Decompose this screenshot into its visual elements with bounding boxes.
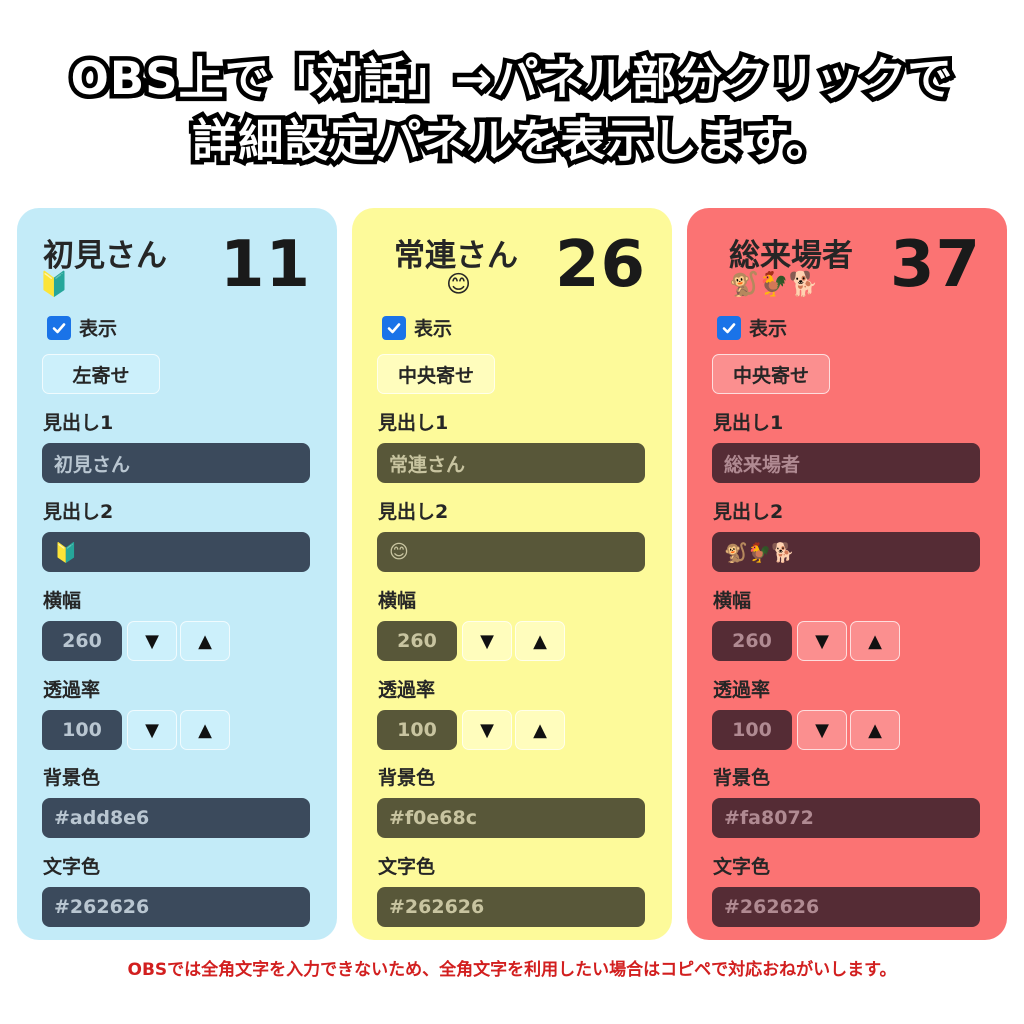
heading1-input[interactable]: 常連さん [377, 443, 645, 483]
width-label: 横幅 [378, 590, 417, 612]
width-increase-button[interactable]: ▲ [850, 621, 900, 661]
show-label: 表示 [414, 318, 453, 340]
opacity-label: 透過率 [43, 679, 101, 701]
text-color-input[interactable]: #262626 [42, 887, 310, 927]
instruction-title-line1: OBS上で「対話」→パネル部分クリックで [66, 48, 957, 110]
show-checkbox[interactable] [382, 315, 406, 340]
panel-title: 総来場者 [729, 238, 853, 274]
align-button[interactable]: 左寄せ [42, 354, 160, 394]
opacity-input[interactable]: 100 [712, 710, 792, 750]
bg-color-label: 背景色 [43, 767, 101, 789]
heading2-label: 見出し2 [713, 501, 784, 523]
opacity-increase-button[interactable]: ▲ [515, 710, 565, 750]
opacity-increase-button[interactable]: ▲ [180, 710, 230, 750]
width-decrease-button[interactable]: ▼ [797, 621, 847, 661]
align-button[interactable]: 中央寄せ [377, 354, 495, 394]
show-label: 表示 [79, 318, 118, 340]
align-button[interactable]: 中央寄せ [712, 354, 830, 394]
heading2-input[interactable]: 😊 [377, 532, 645, 572]
text-color-label: 文字色 [713, 856, 771, 878]
bg-color-label: 背景色 [378, 767, 436, 789]
text-color-label: 文字色 [43, 856, 101, 878]
smiley-icon: 😊 [446, 270, 472, 298]
instruction-title-line2: 詳細設定パネルを表示します。 [188, 110, 836, 172]
fullwidth-input-notice: OBSでは全角文字を入力できないため、全角文字を利用したい場合はコピペで対応おね… [127, 960, 897, 980]
panel-title: 常連さん [394, 238, 518, 274]
bg-color-input[interactable]: #fa8072 [712, 798, 980, 838]
panel-title: 初見さん [43, 238, 167, 274]
check-icon [722, 322, 736, 333]
show-toggle[interactable]: 表示 [382, 314, 452, 341]
bg-color-label: 背景色 [713, 767, 771, 789]
opacity-increase-button[interactable]: ▲ [850, 710, 900, 750]
bg-color-input[interactable]: #add8e6 [42, 798, 310, 838]
show-toggle[interactable]: 表示 [717, 314, 787, 341]
heading2-label: 見出し2 [378, 501, 449, 523]
opacity-input[interactable]: 100 [42, 710, 122, 750]
visitor-count: 37 [889, 228, 981, 302]
width-label: 横幅 [43, 590, 82, 612]
show-checkbox[interactable] [717, 315, 741, 340]
show-label: 表示 [749, 318, 788, 340]
panel-total[interactable]: 総来場者 🐒🐓🐕 37 表示 中央寄せ 見出し1 総来場者 見出し2 🐒🐓🐕 横… [687, 208, 1007, 940]
bg-color-input[interactable]: #f0e68c [377, 798, 645, 838]
width-decrease-button[interactable]: ▼ [462, 621, 512, 661]
opacity-decrease-button[interactable]: ▼ [462, 710, 512, 750]
heading1-input[interactable]: 初見さん [42, 443, 310, 483]
heading2-input[interactable]: 🔰 [42, 532, 310, 572]
heading2-label: 見出し2 [43, 501, 114, 523]
text-color-input[interactable]: #262626 [377, 887, 645, 927]
show-checkbox[interactable] [47, 315, 71, 340]
width-increase-button[interactable]: ▲ [180, 621, 230, 661]
check-icon [387, 322, 401, 333]
heading1-label: 見出し1 [713, 412, 784, 434]
opacity-decrease-button[interactable]: ▼ [127, 710, 177, 750]
text-color-label: 文字色 [378, 856, 436, 878]
heading1-input[interactable]: 総来場者 [712, 443, 980, 483]
width-input[interactable]: 260 [377, 621, 457, 661]
opacity-label: 透過率 [713, 679, 771, 701]
heading1-label: 見出し1 [43, 412, 114, 434]
visitor-count: 26 [554, 228, 646, 302]
width-label: 横幅 [713, 590, 752, 612]
opacity-label: 透過率 [378, 679, 436, 701]
visitor-count: 11 [219, 228, 311, 302]
beginner-mark-icon: 🔰 [39, 270, 69, 298]
width-input[interactable]: 260 [42, 621, 122, 661]
text-color-input[interactable]: #262626 [712, 887, 980, 927]
animal-icons: 🐒🐓🐕 [729, 270, 819, 298]
heading2-input[interactable]: 🐒🐓🐕 [712, 532, 980, 572]
width-input[interactable]: 260 [712, 621, 792, 661]
show-toggle[interactable]: 表示 [47, 314, 117, 341]
panel-regular[interactable]: 常連さん 😊 26 表示 中央寄せ 見出し1 常連さん 見出し2 😊 横幅 26… [352, 208, 672, 940]
opacity-input[interactable]: 100 [377, 710, 457, 750]
width-increase-button[interactable]: ▲ [515, 621, 565, 661]
heading1-label: 見出し1 [378, 412, 449, 434]
check-icon [52, 322, 66, 333]
width-decrease-button[interactable]: ▼ [127, 621, 177, 661]
panel-first-time[interactable]: 初見さん 🔰 11 表示 左寄せ 見出し1 初見さん 見出し2 🔰 横幅 260… [17, 208, 337, 940]
opacity-decrease-button[interactable]: ▼ [797, 710, 847, 750]
